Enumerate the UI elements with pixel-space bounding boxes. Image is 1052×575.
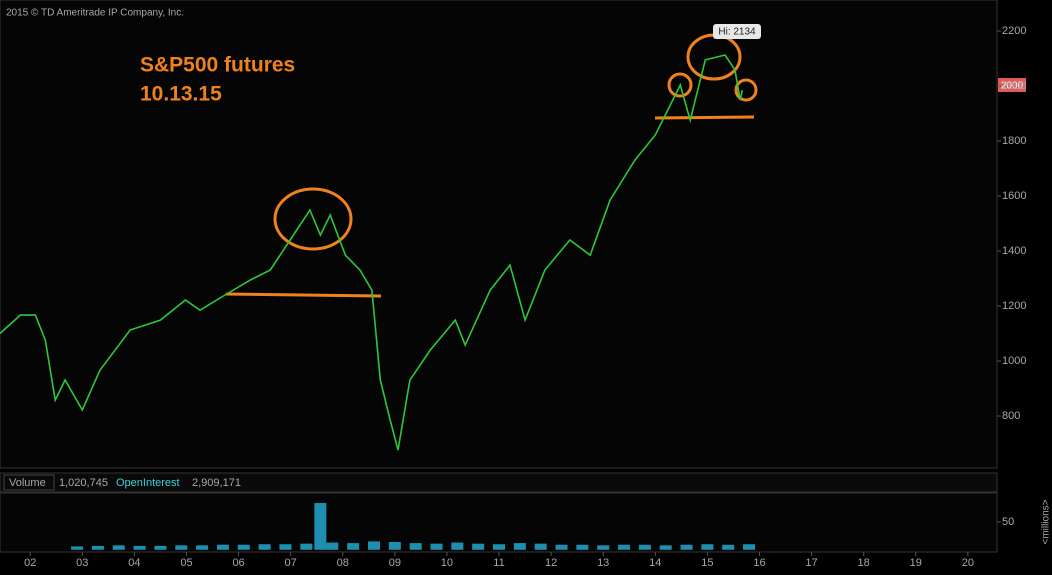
volume-header	[0, 472, 998, 493]
volume-bar	[347, 543, 360, 550]
volume-bar	[154, 545, 167, 550]
volume-bar	[388, 541, 401, 550]
volume-bar	[258, 544, 271, 550]
volume-value: 1,020,745	[59, 477, 108, 489]
y-tick-label: 800	[1002, 410, 1020, 422]
volume-label: Volume	[9, 477, 46, 489]
x-tick-label: 09	[389, 557, 401, 569]
high-badge	[713, 24, 761, 39]
oi-label: OpenInterest	[116, 477, 180, 489]
volume-bar	[493, 544, 506, 550]
volume-bar	[555, 544, 568, 550]
price-line	[0, 54, 744, 451]
x-tick-label: 11	[493, 557, 504, 569]
volume-bar	[638, 544, 651, 550]
y-tick-label: 1600	[1002, 190, 1026, 202]
unit-label: <millions>	[1041, 499, 1052, 544]
y-tick-label: 1000	[1002, 355, 1026, 367]
high-label: Hi: 2134	[718, 27, 756, 38]
price-panel	[0, 0, 998, 469]
y-tick-label: 1400	[1002, 245, 1026, 257]
volume-panel	[0, 492, 998, 553]
x-tick-label: 13	[597, 557, 609, 569]
volume-bar	[71, 546, 84, 550]
volume-bar	[722, 544, 735, 550]
volume-bar	[133, 545, 146, 550]
x-tick-label: 04	[128, 557, 140, 569]
x-tick-label: 12	[545, 557, 557, 569]
volume-bar	[175, 545, 188, 550]
volume-bar	[701, 544, 714, 550]
x-tick-label: 16	[753, 557, 765, 569]
volume-bar	[576, 544, 589, 550]
volume-bar	[314, 503, 327, 550]
x-tick-label: 20	[962, 557, 974, 569]
circle	[734, 78, 758, 102]
x-tick-label: 18	[858, 557, 870, 569]
volume-bar	[680, 544, 693, 550]
x-tick-label: 19	[910, 557, 922, 569]
volume-bar	[279, 544, 292, 550]
x-tick-label: 14	[649, 557, 661, 569]
circle	[667, 72, 693, 98]
volume-bar	[326, 542, 339, 550]
volume-bar	[237, 544, 250, 550]
volume-bar	[451, 542, 464, 550]
oi-value: 2,909,171	[192, 477, 241, 489]
volume-bar	[659, 545, 672, 550]
volume-bar	[513, 543, 526, 550]
last-price: 2000	[1001, 81, 1024, 92]
y-tick-label: 2000	[1002, 80, 1026, 92]
x-tick-label: 08	[337, 557, 349, 569]
x-tick-label: 07	[285, 557, 297, 569]
volume-tag	[3, 474, 55, 491]
y-tick-label: 1800	[1002, 135, 1026, 147]
x-tick-label: 03	[76, 557, 88, 569]
volume-bar	[618, 544, 631, 550]
x-tick-label: 02	[24, 557, 36, 569]
x-tick-label: 15	[701, 557, 713, 569]
y-tick-label: 2200	[1002, 25, 1026, 37]
x-tick-label: 06	[232, 557, 244, 569]
drawings	[225, 33, 758, 298]
neckline	[654, 115, 755, 120]
volume-bar	[300, 543, 313, 550]
volume-bar	[597, 545, 610, 550]
volume-bar	[409, 543, 422, 550]
neckline	[225, 292, 382, 298]
price-badge	[998, 78, 1026, 92]
x-tick-label: 05	[180, 557, 192, 569]
volume-bar	[112, 545, 125, 550]
volume-bar	[430, 543, 443, 550]
x-tick-label: 17	[805, 557, 817, 569]
volume-bar	[743, 544, 756, 550]
annotation: S&P500 futures	[140, 54, 295, 77]
volume-bar	[472, 543, 485, 550]
y-tick-label: 50	[1002, 516, 1014, 528]
volume-bar	[534, 543, 547, 550]
circle	[273, 187, 353, 251]
volume-bar	[216, 544, 229, 550]
y-tick-label: 1200	[1002, 300, 1026, 312]
volume-bar	[91, 545, 104, 550]
copyright: 2015 © TD Ameritrade IP Company, Inc.	[6, 8, 184, 19]
volume-bar	[196, 545, 209, 550]
annotation-date: 10.13.15	[140, 83, 222, 106]
volume-bar	[368, 541, 381, 550]
x-tick-label: 10	[441, 557, 453, 569]
